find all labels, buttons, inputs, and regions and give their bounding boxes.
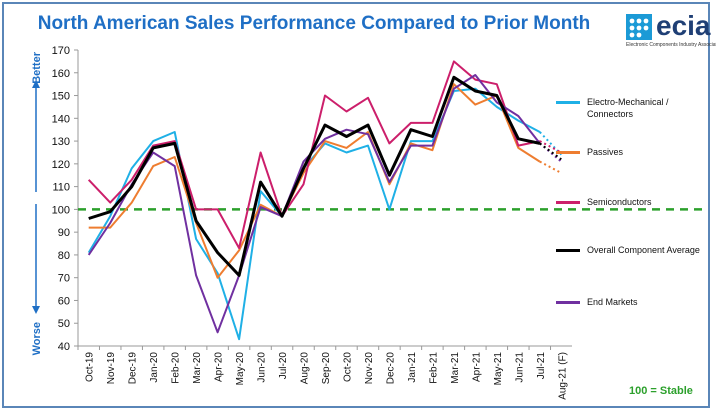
series-line-overall-component-average (88, 75, 541, 277)
y-tick-label: 160 (52, 68, 70, 80)
y-tick-label: 90 (58, 227, 70, 239)
y-tick-label: 60 (58, 295, 70, 307)
x-tick-label: Jun-20 (257, 352, 268, 383)
ecia-logo: ecia Electronic Components Industry Asso… (626, 10, 716, 56)
x-tick-label: Jul-21 (536, 352, 547, 380)
x-tick-label: Oct-20 (342, 352, 353, 382)
y-tick-label: 110 (52, 182, 70, 194)
x-tick-label: Feb-21 (428, 352, 439, 384)
x-tick-label: Sep-20 (321, 352, 332, 385)
y-tick-label: 40 (58, 341, 70, 353)
ecia-logo-mark-icon (626, 14, 652, 40)
worse-label: Worse (31, 322, 43, 355)
x-tick-label: Apr-21 (471, 352, 482, 382)
x-tick-label: Dec-19 (128, 352, 139, 385)
x-tick-label: Mar-20 (192, 352, 203, 384)
x-tick-label: Apr-20 (214, 352, 225, 382)
up-arrow-icon (32, 80, 40, 88)
x-tick-label: Jan-20 (149, 352, 160, 383)
x-tick-label: Dec-20 (385, 352, 396, 385)
x-tick-label: Jul-20 (278, 352, 289, 380)
legend-swatch (556, 101, 580, 104)
y-tick-label: 150 (52, 91, 70, 103)
y-tick-label: 170 (52, 45, 70, 57)
x-tick-label: Nov-19 (106, 352, 117, 385)
line-chart: 40 50 60 70 80 90 100 110 120 130 140 150 160 170 Oct-… (31, 45, 706, 400)
series-line-end-markets (87, 74, 541, 334)
y-tick-label: 130 (52, 136, 70, 148)
y-tick-label: 100 (52, 204, 70, 216)
stable-note: 100 = Stable (629, 385, 693, 397)
y-tick-label: 140 (52, 113, 70, 125)
legend-swatch (556, 301, 580, 304)
legend-swatch (556, 201, 580, 204)
forecast-line-passives (539, 160, 562, 174)
down-arrow-icon (32, 306, 40, 314)
legend-label: Semiconductors (587, 197, 652, 207)
x-tick-label: Oct-19 (85, 352, 96, 382)
forecast-line-semiconductors (539, 140, 562, 154)
chart-frame: North American Sales Performance Compare… (2, 2, 716, 408)
x-tick-label: Feb-20 (171, 352, 182, 384)
x-tick-label: Jun-21 (514, 352, 525, 383)
x-tick-label: Nov-20 (364, 352, 375, 385)
y-tick-label: 50 (58, 318, 70, 330)
chart-title: North American Sales Performance Compare… (37, 13, 591, 34)
legend-label: Passives (587, 147, 624, 157)
y-tick-label: 120 (52, 159, 70, 171)
x-tick-label: May-21 (493, 352, 504, 386)
ecia-logo-subtitle: Electronic Components Industry Associati… (626, 42, 716, 48)
ecia-logo-text: ecia (656, 10, 711, 41)
legend-swatch (556, 151, 580, 154)
y-tick-label: 80 (58, 250, 70, 262)
x-tick-label: Aug-21 (F) (557, 352, 568, 400)
x-tick-label: Aug-20 (300, 352, 311, 385)
series-line-electro-mechanical-connectors (87, 87, 541, 341)
x-tick-label: Mar-21 (450, 352, 461, 384)
x-tick-label: May-20 (235, 352, 246, 386)
legend-label: Electro-Mechanical / Connectors (587, 97, 669, 119)
legend-label: End Markets (587, 297, 638, 307)
legend-label: Overall Component Average (587, 245, 700, 255)
better-label: Better (31, 51, 43, 84)
y-tick-label: 70 (58, 273, 70, 285)
series-line-semiconductors (87, 60, 541, 250)
x-tick-label: Jan-21 (407, 352, 418, 383)
series-line-passives (88, 83, 541, 279)
legend-swatch (556, 249, 580, 252)
